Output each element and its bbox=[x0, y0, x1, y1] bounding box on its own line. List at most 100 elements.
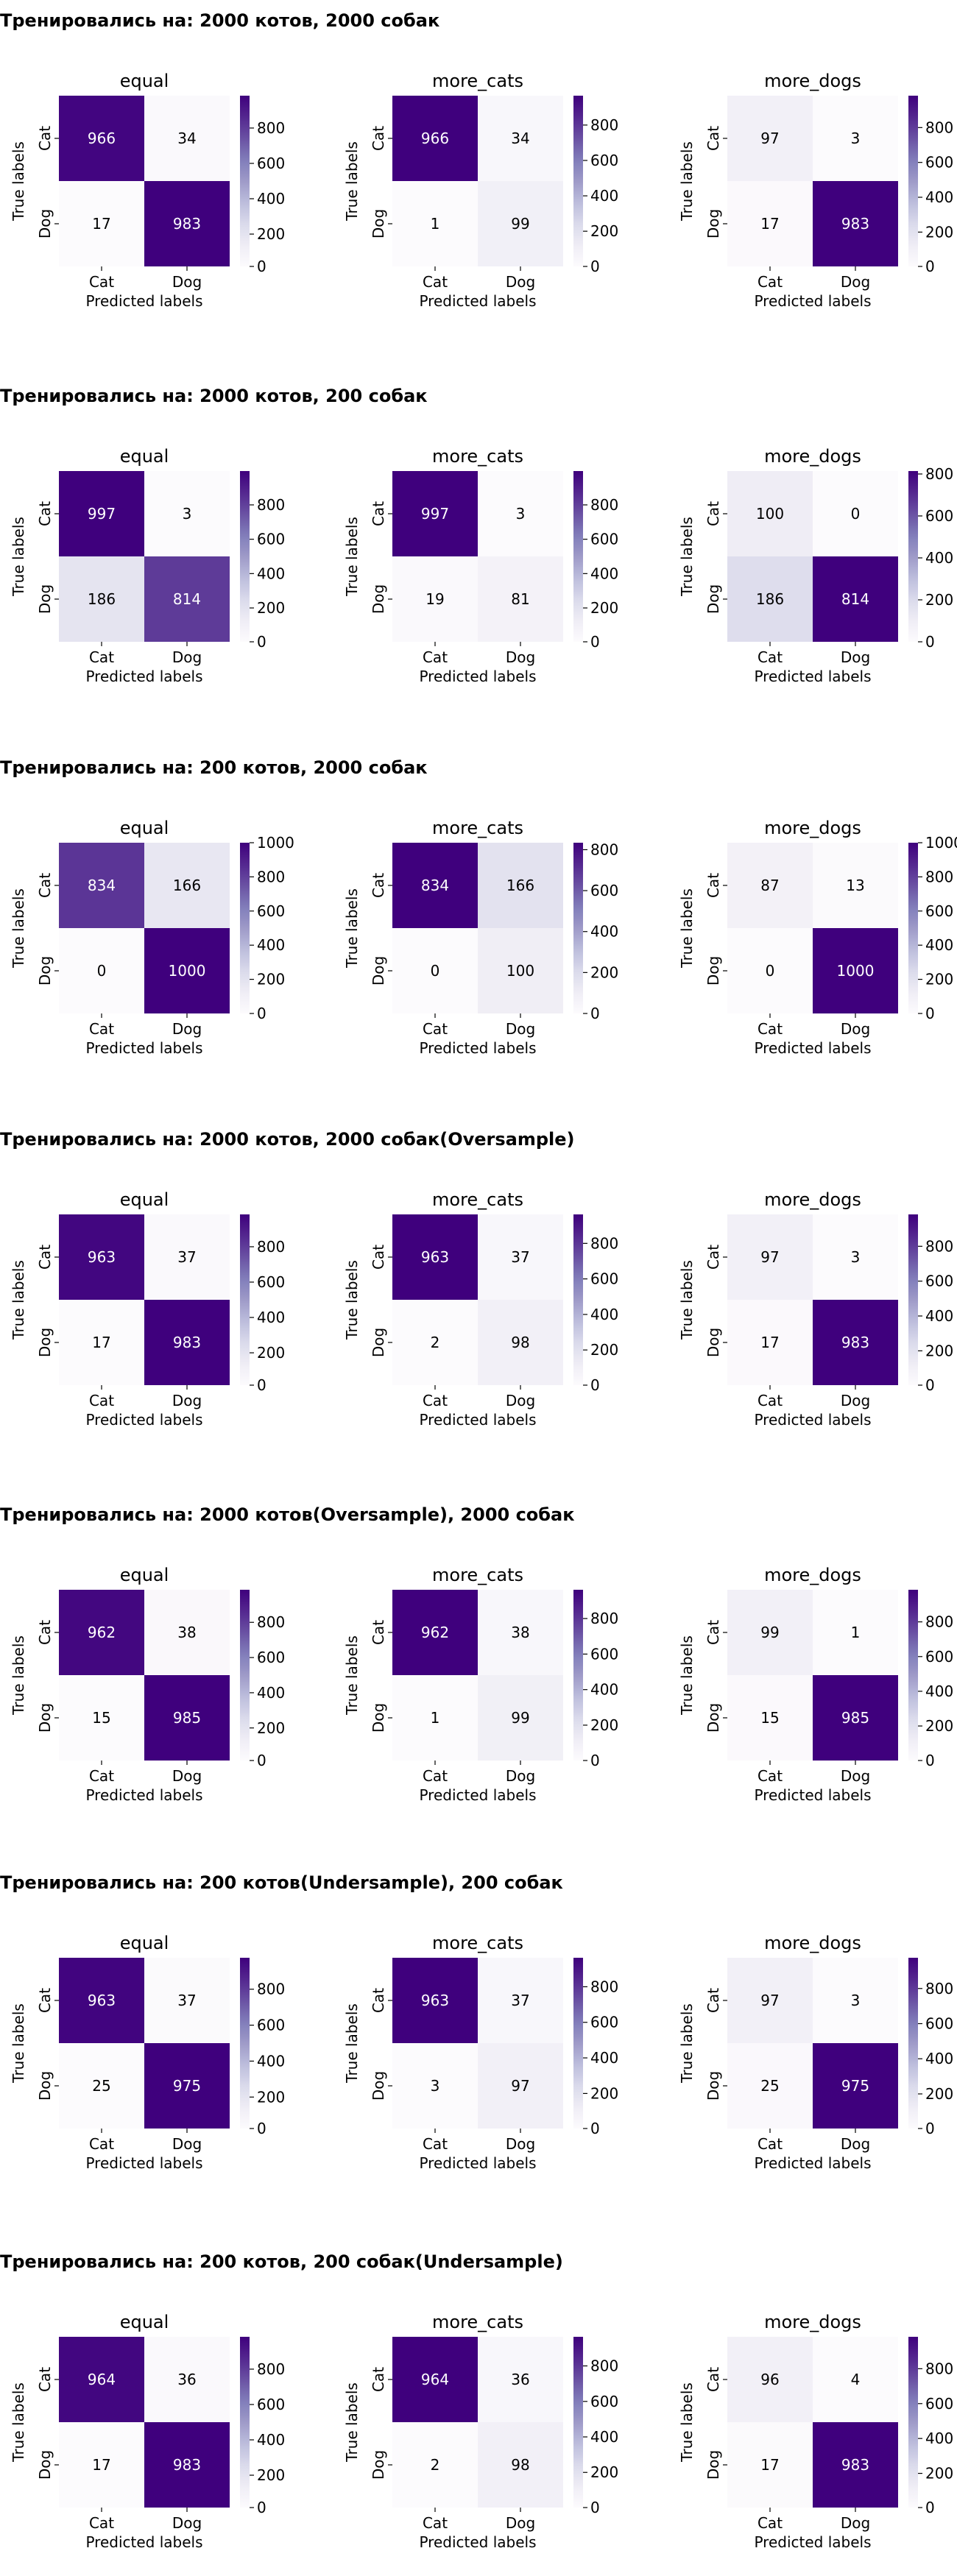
colorbar bbox=[240, 1214, 250, 1385]
y-tick-label: Dog bbox=[370, 956, 387, 986]
cell-value-label: 0 bbox=[766, 962, 775, 980]
heatmap-cell bbox=[392, 471, 478, 556]
y-tick-label: Cat bbox=[36, 873, 54, 898]
y-axis-label: True labels bbox=[678, 1260, 696, 1340]
cell-value-label: 97 bbox=[760, 1248, 779, 1266]
colorbar-tick-label: 800 bbox=[257, 119, 285, 137]
heatmap-title: more_cats bbox=[432, 1933, 523, 1953]
cell-value-label: 962 bbox=[88, 1624, 116, 1641]
x-tick-label: Cat bbox=[89, 1020, 114, 1038]
colorbar-tick-label: 0 bbox=[257, 1005, 266, 1022]
section-title: Тренировались на: 200 котов(Undersample)… bbox=[0, 1872, 563, 1893]
heatmap-cell bbox=[727, 928, 813, 1013]
cell-value-label: 3 bbox=[516, 505, 526, 523]
cell-value-label: 3 bbox=[851, 1248, 861, 1266]
cell-value-label: 983 bbox=[841, 2456, 869, 2474]
colorbar bbox=[908, 843, 918, 1013]
cell-value-label: 166 bbox=[506, 877, 534, 894]
colorbar-tick-label: 0 bbox=[257, 633, 266, 651]
y-tick-label: Dog bbox=[36, 2450, 54, 2480]
cell-value-label: 17 bbox=[92, 215, 110, 233]
heatmap-title: more_dogs bbox=[764, 71, 861, 91]
cell-value-label: 814 bbox=[173, 590, 201, 608]
heatmap-cell bbox=[144, 2043, 230, 2129]
colorbar-tick-label: 400 bbox=[925, 188, 953, 206]
cell-value-label: 25 bbox=[760, 2077, 779, 2095]
x-tick-label: Dog bbox=[172, 2135, 202, 2153]
colorbar-tick-label: 800 bbox=[590, 1978, 618, 1995]
heatmap-title: more_cats bbox=[432, 1189, 523, 1210]
y-axis-label: True labels bbox=[10, 141, 27, 222]
colorbar-tick-label: 600 bbox=[925, 154, 953, 171]
colorbar-tick-label: 400 bbox=[257, 2431, 285, 2449]
cell-value-label: 964 bbox=[88, 2371, 116, 2388]
y-axis-label: True labels bbox=[343, 1260, 361, 1340]
colorbar-tick-label: 400 bbox=[925, 549, 953, 567]
colorbar-tick-label: 600 bbox=[257, 531, 285, 548]
x-tick-label: Cat bbox=[758, 1767, 783, 1785]
x-tick-label: Dog bbox=[506, 2514, 535, 2532]
colorbar-tick-label: 0 bbox=[925, 1376, 935, 1394]
colorbar-tick-label: 200 bbox=[590, 599, 618, 617]
cell-value-label: 36 bbox=[511, 2371, 529, 2388]
heatmap-cell bbox=[727, 2043, 813, 2129]
y-tick-label: Dog bbox=[704, 1328, 722, 1357]
y-tick-label: Cat bbox=[370, 1620, 387, 1645]
x-tick-label: Cat bbox=[758, 2514, 783, 2532]
colorbar-tick-label: 0 bbox=[590, 1752, 600, 1769]
x-axis-label: Predicted labels bbox=[419, 668, 536, 685]
cell-value-label: 983 bbox=[841, 215, 869, 233]
heatmap-title: equal bbox=[120, 1933, 169, 1953]
colorbar-tick-label: 0 bbox=[925, 2499, 935, 2516]
colorbar bbox=[908, 471, 918, 642]
colorbar bbox=[908, 1590, 918, 1761]
cell-value-label: 0 bbox=[97, 962, 107, 980]
x-tick-label: Dog bbox=[841, 1392, 870, 1409]
cell-value-label: 964 bbox=[421, 2371, 449, 2388]
colorbar-tick-label: 200 bbox=[925, 2085, 953, 2103]
colorbar bbox=[908, 1214, 918, 1385]
heatmap-cell bbox=[392, 2043, 478, 2129]
y-tick-label: Cat bbox=[370, 2367, 387, 2392]
y-axis-label: True labels bbox=[10, 2382, 27, 2463]
colorbar-tick-label: 200 bbox=[925, 2465, 953, 2483]
y-axis-label: True labels bbox=[343, 141, 361, 222]
colorbar-tick-label: 800 bbox=[257, 868, 285, 885]
cell-value-label: 966 bbox=[88, 130, 116, 147]
cell-value-label: 3 bbox=[183, 505, 192, 523]
cell-value-label: 0 bbox=[851, 505, 861, 523]
colorbar-tick-label: 0 bbox=[925, 1752, 935, 1769]
heatmap-cell bbox=[478, 1590, 563, 1675]
cell-value-label: 17 bbox=[92, 2456, 110, 2474]
heatmap-title: more_dogs bbox=[764, 446, 861, 467]
cell-value-label: 34 bbox=[177, 130, 196, 147]
colorbar-tick-label: 200 bbox=[925, 223, 953, 241]
heatmap-cell bbox=[144, 843, 230, 928]
heatmap-cell bbox=[392, 1590, 478, 1675]
colorbar-tick-label: 600 bbox=[257, 2396, 285, 2413]
colorbar-tick-label: 800 bbox=[590, 116, 618, 134]
section-title: Тренировались на: 2000 котов, 2000 собак bbox=[0, 10, 439, 31]
y-tick-label: Dog bbox=[36, 2071, 54, 2101]
x-axis-label: Predicted labels bbox=[85, 292, 202, 310]
heatmap-cell bbox=[478, 1214, 563, 1300]
heatmap-cell bbox=[392, 96, 478, 181]
x-tick-label: Dog bbox=[172, 273, 202, 291]
colorbar-tick-label: 400 bbox=[257, 190, 285, 208]
heatmap-cell bbox=[392, 1214, 478, 1300]
x-tick-label: Cat bbox=[758, 1392, 783, 1409]
cell-value-label: 37 bbox=[177, 1992, 196, 2009]
colorbar-tick-label: 200 bbox=[590, 1341, 618, 1359]
cell-value-label: 17 bbox=[760, 215, 779, 233]
y-tick-label: Cat bbox=[36, 1620, 54, 1645]
cell-value-label: 99 bbox=[760, 1624, 779, 1641]
x-tick-label: Cat bbox=[758, 273, 783, 291]
y-tick-label: Cat bbox=[36, 126, 54, 151]
heatmap-cell bbox=[478, 96, 563, 181]
x-tick-label: Cat bbox=[89, 648, 114, 666]
x-axis-label: Predicted labels bbox=[419, 2533, 536, 2551]
colorbar-tick-label: 200 bbox=[590, 2463, 618, 2481]
